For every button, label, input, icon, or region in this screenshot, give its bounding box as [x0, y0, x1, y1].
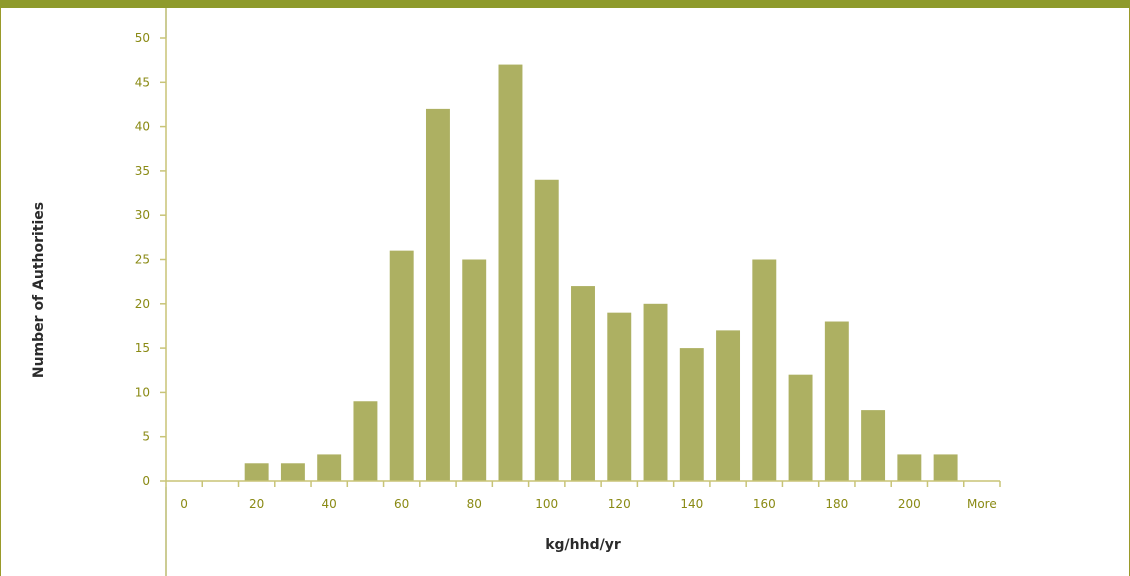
- bar-130: [643, 303, 668, 481]
- bar-120: [607, 312, 632, 481]
- x-tick-label: 160: [753, 497, 776, 511]
- x-axis-title: kg/hhd/yr: [545, 537, 621, 553]
- bar-200: [897, 454, 922, 481]
- x-ticks-group: 0 20 40 60 80 100 120 140 160 180 200 More: [165, 481, 1001, 511]
- bar-210: [933, 454, 958, 481]
- bar-190: [861, 410, 886, 481]
- bar-80: [462, 259, 487, 481]
- x-tick-label: 40: [322, 497, 337, 511]
- y-tick-label: 50: [135, 31, 150, 45]
- x-tick-label: 100: [535, 497, 558, 511]
- x-tick-label: 120: [608, 497, 631, 511]
- bar-100: [534, 179, 559, 481]
- top-band: [0, 0, 1130, 8]
- bar-150: [716, 330, 741, 481]
- y-axis-title: Number of Authorities: [31, 202, 47, 378]
- y-tick-label: 0: [142, 474, 150, 488]
- x-tick-label: 80: [467, 497, 482, 511]
- x-tick-label: 20: [249, 497, 264, 511]
- y-tick-label: 20: [135, 297, 150, 311]
- y-tick-label: 40: [135, 120, 150, 134]
- y-tick-label: 5: [142, 430, 150, 444]
- bar-140: [679, 348, 704, 481]
- x-tick-label: 60: [394, 497, 409, 511]
- bar-110: [571, 286, 595, 481]
- bar-50: [353, 401, 378, 481]
- y-tick-label: 15: [135, 341, 150, 355]
- bar-90: [498, 64, 523, 481]
- x-tick-label: 0: [180, 497, 188, 511]
- x-tick-label: 200: [898, 497, 921, 511]
- bars-group: [244, 64, 958, 481]
- bar-40: [317, 454, 342, 481]
- x-tick-label: More: [967, 497, 997, 511]
- y-tick-label: 35: [135, 164, 150, 178]
- x-tick-label: 140: [680, 497, 703, 511]
- x-tick-label: 180: [825, 497, 848, 511]
- y-tick-label: 30: [135, 208, 150, 222]
- bar-70: [425, 108, 450, 481]
- y-tick-label: 45: [135, 75, 150, 89]
- bar-180: [824, 321, 849, 481]
- bar-60: [389, 250, 414, 481]
- bar-160: [752, 259, 777, 481]
- y-ticks-group: 0 5 10 15 20 25 30 35 40 45 50: [135, 31, 166, 488]
- bar-30: [280, 463, 305, 481]
- y-tick-label: 25: [135, 253, 150, 267]
- bar-170: [788, 374, 813, 481]
- bar-20: [244, 463, 269, 481]
- y-tick-label: 10: [135, 385, 150, 399]
